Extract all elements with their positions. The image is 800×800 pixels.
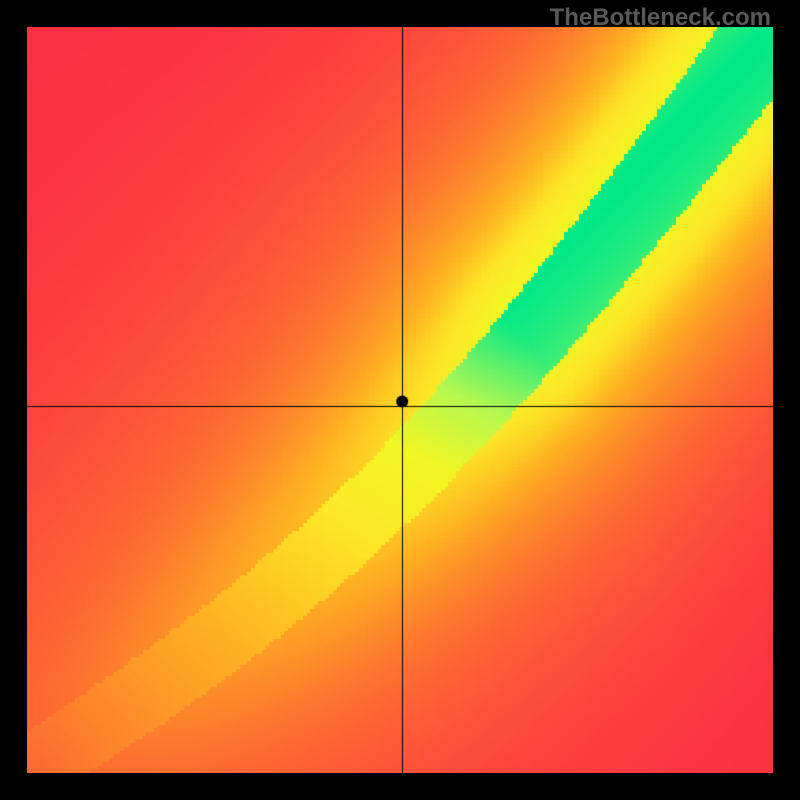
chart-container: TheBottleneck.com: [0, 0, 800, 800]
bottleneck-heatmap: [27, 27, 773, 773]
watermark-text: TheBottleneck.com: [550, 4, 771, 32]
